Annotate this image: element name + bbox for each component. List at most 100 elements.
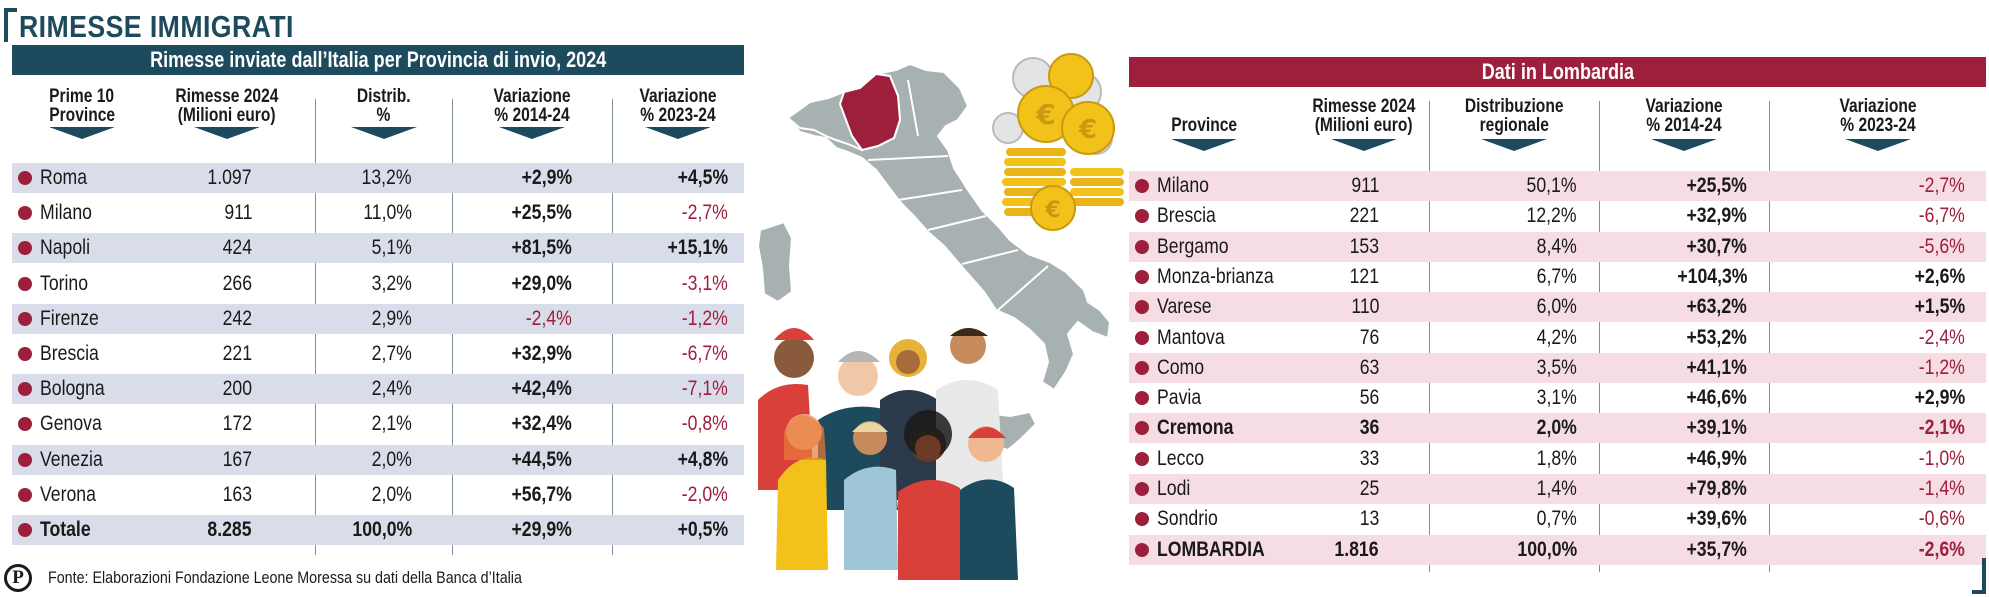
cell-name-text: Totale [40, 518, 91, 541]
cell-name-text: Bologna [40, 377, 105, 401]
cell-distrib: 50,1% [1429, 171, 1577, 201]
cell-rimesse: 8.285 [132, 515, 252, 545]
cell-distrib-text: 5,1% [371, 236, 412, 260]
cell-name-text: Napoli [40, 236, 91, 260]
right-table: Dati in Lombardia Province Rimesse 2024 (Mi… [1129, 57, 1986, 572]
cell-rimesse: 221 [132, 339, 252, 369]
cell-rimesse-text: 33 [1359, 446, 1379, 470]
cell-name-text: Varese [1157, 295, 1212, 319]
cell-rimesse: 13 [1259, 504, 1379, 534]
table-title: Dati in Lombardia [1129, 57, 1986, 87]
cell-var2324-text: +4,5% [677, 166, 728, 189]
column-header-line1-text: Distrib. [356, 86, 411, 107]
column-header-line1 [1129, 97, 1279, 116]
cell-var1424: +32,9% [1599, 201, 1747, 231]
cell-distrib: 2,7% [312, 339, 412, 369]
row-bullet [18, 276, 32, 291]
cell-distrib: 1,4% [1429, 474, 1577, 504]
cell-distrib-text: 2,0% [371, 447, 412, 471]
headline-corner-mark [4, 8, 17, 42]
cell-distrib-text: 50,1% [1526, 174, 1577, 197]
column-header-line2-text: % [376, 105, 391, 126]
row-bullet [1135, 421, 1149, 436]
cell-distrib: 12,2% [1429, 201, 1577, 231]
cell-var1424-text: +46,6% [1686, 386, 1747, 410]
row-bullet [1135, 179, 1149, 193]
cell-distrib-text: 1,4% [1536, 477, 1577, 500]
cell-distrib-text: 13,2% [361, 166, 412, 189]
cell-var2324: +1,5% [1769, 292, 1965, 322]
table-row: Milano 911 11,0% +25,5% -2,7% [12, 198, 744, 228]
cell-name: Mantova [1157, 323, 1377, 353]
cell-name-text: Roma [40, 166, 88, 189]
column-header-arrow [49, 127, 115, 139]
table-row: Torino 266 3,2% +29,0% -3,1% [12, 269, 744, 299]
column-header-line1-text: Rimesse 2024 [175, 86, 279, 107]
row-bullet [18, 487, 32, 502]
publisher-logo: P [4, 564, 32, 592]
cell-name: Pavia [1157, 383, 1377, 413]
column-header-line2: % 2023-24 [612, 106, 744, 125]
row-bullet [18, 452, 32, 467]
cell-distrib: 3,1% [1429, 383, 1577, 413]
cell-distrib-text: 2,4% [371, 377, 412, 401]
cell-var1424: +63,2% [1599, 292, 1747, 322]
cell-var2324: -0,6% [1769, 504, 1965, 534]
cell-var2324-text: -6,7% [681, 342, 728, 365]
cell-rimesse: 424 [132, 233, 252, 263]
cell-name-text: Torino [40, 271, 89, 295]
cell-name: Lecco [1157, 444, 1377, 474]
cell-name: Roma [40, 163, 170, 193]
cell-rimesse-text: 172 [222, 412, 252, 436]
cell-var2324-text: -7,1% [681, 377, 728, 401]
column-header-line1: Variazione [1769, 97, 1986, 116]
cell-var2324: -1,0% [1769, 444, 1965, 474]
illustration-svg: € € € [756, 53, 1124, 580]
cell-var2324: +2,9% [1769, 383, 1965, 413]
cell-name-text: Brescia [40, 342, 99, 365]
column-header-line1: Variazione [612, 87, 744, 106]
cell-rimesse: 200 [132, 374, 252, 404]
cell-rimesse: 63 [1259, 353, 1379, 383]
cell-rimesse: 121 [1259, 262, 1379, 292]
table-row: Pavia 56 3,1% +46,6% +2,9% [1129, 383, 1986, 413]
cell-name: Milano [40, 198, 170, 228]
cell-name: Monza-brianza [1157, 262, 1377, 292]
cell-rimesse: 1.097 [132, 163, 252, 193]
cell-distrib-text: 6,0% [1536, 295, 1577, 319]
column-header-line2-text: (Milioni euro) [178, 105, 276, 126]
cell-distrib: 100,0% [312, 515, 412, 545]
cell-var1424-text: +29,0% [511, 271, 572, 295]
table-row: Bergamo 153 8,4% +30,7% -5,6% [1129, 231, 1986, 262]
table-row: Roma 1.097 13,2% +2,9% +4,5% [12, 163, 744, 193]
cell-var2324-text: -0,8% [681, 412, 728, 436]
cell-name: Verona [40, 480, 170, 510]
cell-var2324: +4,5% [612, 163, 728, 193]
cell-name-text: Venezia [40, 447, 103, 471]
cell-rimesse-text: 13 [1359, 507, 1379, 531]
column-header-arrow [645, 127, 711, 139]
cell-distrib-text: 8,4% [1536, 234, 1577, 258]
cell-rimesse-text: 911 [1350, 174, 1379, 197]
cell-name: Lodi [1157, 474, 1377, 504]
table-row: Cremona 36 2,0% +39,1% -2,1% [1129, 413, 1986, 444]
table-row: Napoli 424 5,1% +81,5% +15,1% [12, 233, 744, 264]
italy-map-icon [756, 62, 1112, 452]
cell-var2324-text: -5,6% [1918, 234, 1965, 258]
column-header-line1: Variazione [452, 87, 612, 106]
cell-var1424-text: +32,4% [511, 412, 572, 436]
row-bullet [1135, 542, 1149, 557]
cell-var1424: +2,9% [452, 163, 572, 193]
column-header-line2-text: % 2023-24 [1839, 115, 1916, 136]
cell-name-text: Cremona [1157, 416, 1234, 440]
column-header-line2-text: regionale [1479, 115, 1549, 136]
cell-rimesse-text: 221 [1349, 204, 1379, 228]
column-header-line1-text: Variazione [639, 86, 717, 107]
row-bullet [1135, 512, 1149, 527]
column-header-line1-text: Rimesse 2024 [1312, 96, 1416, 117]
cell-var2324-text: +15,1% [667, 236, 728, 260]
cell-name-text: Genova [40, 412, 102, 436]
cell-name: Totale [40, 515, 170, 545]
table-row: Firenze 242 2,9% -2,4% -1,2% [12, 303, 744, 334]
cell-var1424: +32,9% [452, 339, 572, 369]
